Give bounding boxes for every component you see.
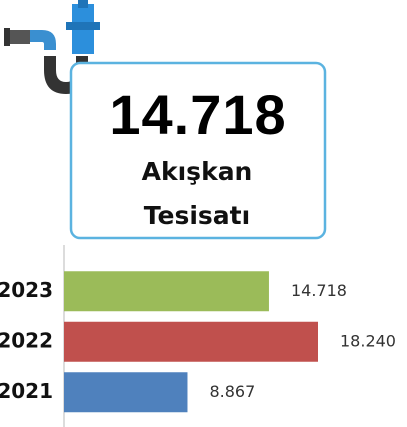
value-label: 14.718 xyxy=(291,281,347,300)
value-label: 8.867 xyxy=(209,382,255,401)
kpi-box xyxy=(69,61,327,240)
category-label: 2023 xyxy=(0,278,53,302)
value-label: 18.240 xyxy=(340,331,396,350)
bar xyxy=(64,271,269,312)
pipe-ring xyxy=(66,22,100,30)
pipe-top xyxy=(78,0,88,8)
bar xyxy=(64,321,318,362)
pipe-elbow xyxy=(30,30,56,50)
kpi-value: 14.718 xyxy=(109,83,287,146)
kpi-label: Akışkan Tesisatı xyxy=(141,157,253,230)
category-label: 2022 xyxy=(0,328,53,352)
pipe-gray xyxy=(8,30,30,44)
category-label: 2021 xyxy=(0,379,53,403)
bar xyxy=(64,372,188,413)
pipe-cap xyxy=(4,28,10,46)
